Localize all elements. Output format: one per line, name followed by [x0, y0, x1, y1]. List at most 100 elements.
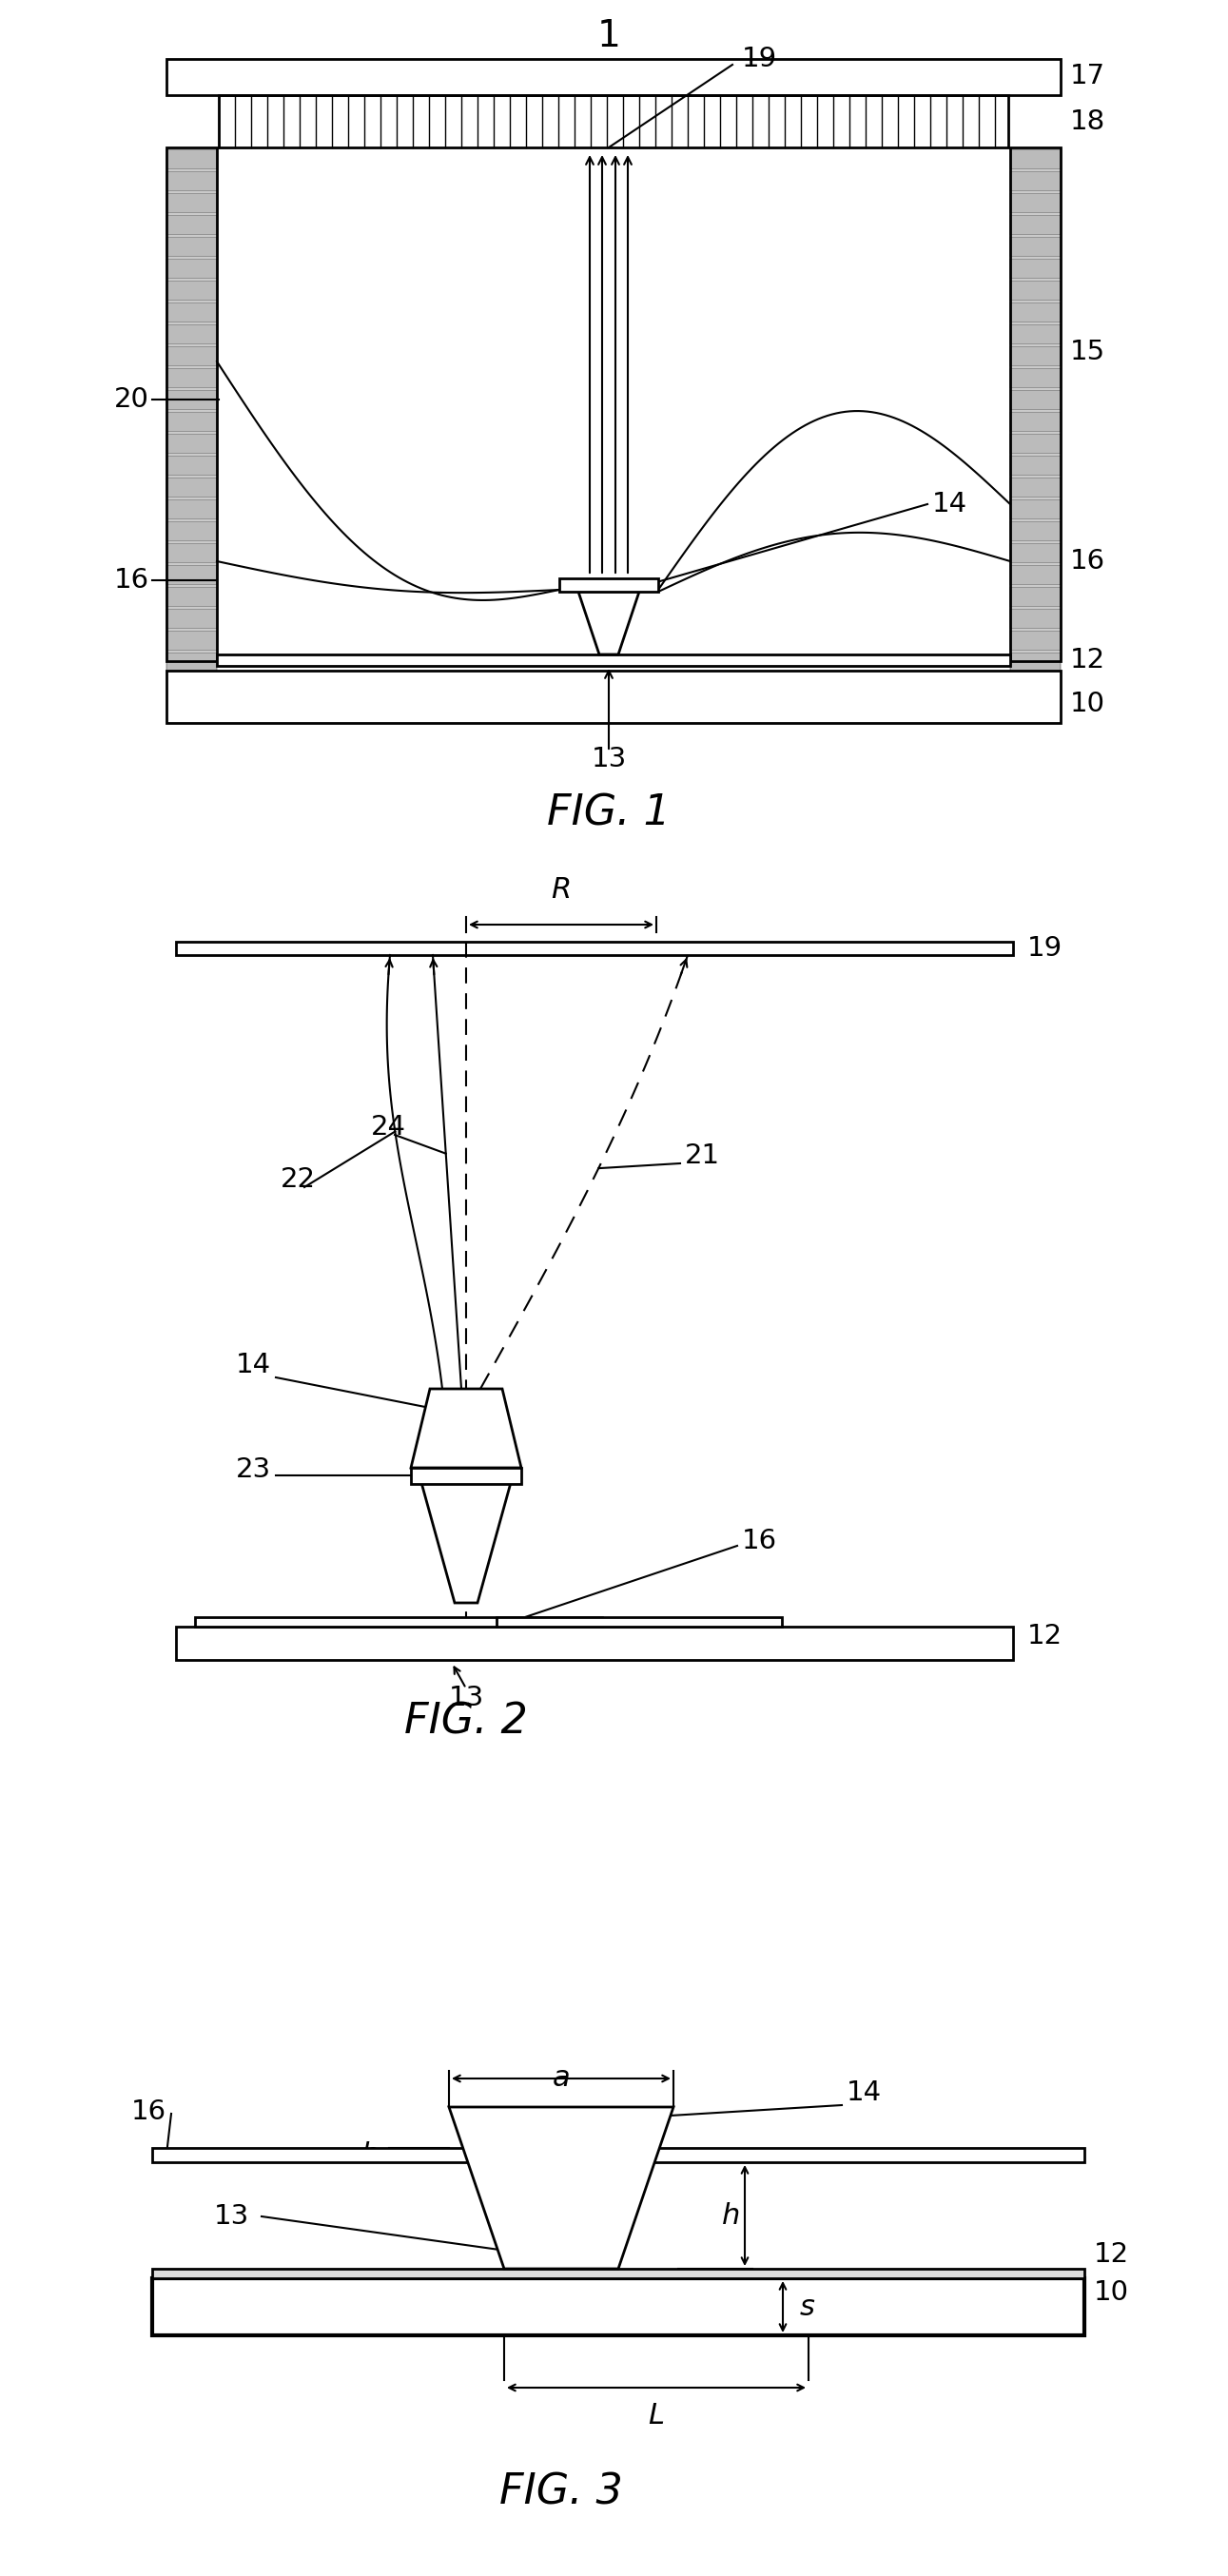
Bar: [1011, 214, 1061, 234]
Text: b: b: [361, 2141, 379, 2169]
Text: 22: 22: [281, 1167, 316, 1193]
Text: 14: 14: [846, 2079, 882, 2107]
Bar: [411, 1468, 521, 1484]
Bar: [1011, 325, 1061, 345]
Bar: [1011, 149, 1061, 170]
Text: 14: 14: [932, 492, 968, 518]
Bar: [152, 2269, 1084, 2277]
Bar: [1011, 608, 1061, 629]
Text: 16: 16: [1070, 549, 1105, 574]
Text: 13: 13: [448, 1685, 484, 1710]
Text: s: s: [799, 2293, 815, 2321]
Text: 21: 21: [685, 1144, 720, 1170]
Bar: [167, 214, 217, 234]
Bar: [176, 1625, 1013, 1659]
Bar: [167, 147, 217, 662]
Bar: [167, 477, 217, 497]
Text: h: h: [722, 2202, 740, 2228]
Bar: [1011, 281, 1061, 301]
Bar: [152, 2148, 1084, 2161]
Bar: [167, 59, 1061, 95]
Bar: [167, 433, 217, 453]
Bar: [167, 670, 1061, 724]
Text: 10: 10: [1070, 690, 1105, 716]
Text: 16: 16: [742, 1528, 777, 1553]
Bar: [1011, 500, 1061, 520]
Bar: [1011, 147, 1061, 662]
Bar: [1011, 544, 1061, 564]
Bar: [167, 412, 217, 433]
Text: _: _: [602, 36, 615, 62]
Bar: [1011, 652, 1061, 672]
Bar: [217, 654, 1011, 665]
Text: FIG. 3: FIG. 3: [500, 2473, 623, 2512]
Bar: [167, 345, 217, 366]
Bar: [195, 1618, 602, 1625]
Bar: [1011, 412, 1061, 433]
Text: 10: 10: [1094, 2280, 1129, 2306]
Text: 13: 13: [214, 2202, 249, 2231]
Text: 19: 19: [1028, 935, 1062, 961]
Bar: [167, 193, 217, 214]
Text: 13: 13: [591, 747, 626, 773]
Text: 16: 16: [131, 2099, 167, 2125]
Bar: [167, 500, 217, 520]
Text: 15: 15: [1070, 337, 1105, 366]
Bar: [1011, 564, 1061, 585]
Bar: [167, 456, 217, 477]
Bar: [167, 587, 217, 608]
Bar: [1011, 368, 1061, 389]
Bar: [219, 95, 1008, 147]
Polygon shape: [449, 2107, 673, 2269]
Text: FIG. 2: FIG. 2: [404, 1700, 528, 1741]
Bar: [1011, 433, 1061, 453]
Bar: [167, 237, 217, 258]
Bar: [167, 301, 217, 322]
Bar: [1011, 237, 1061, 258]
Text: 19: 19: [742, 46, 777, 72]
Text: FIG. 1: FIG. 1: [546, 793, 670, 835]
Polygon shape: [578, 592, 640, 654]
Polygon shape: [420, 1479, 512, 1602]
Bar: [167, 258, 217, 278]
Bar: [167, 149, 217, 170]
Bar: [1011, 301, 1061, 322]
Bar: [559, 580, 658, 592]
Bar: [167, 564, 217, 585]
Text: 16: 16: [114, 567, 149, 592]
Text: 20: 20: [114, 386, 149, 412]
Text: 12: 12: [1028, 1623, 1062, 1649]
Text: 12: 12: [1094, 2241, 1130, 2267]
Bar: [1011, 520, 1061, 541]
Bar: [176, 943, 1013, 956]
Text: 12: 12: [1070, 647, 1105, 672]
Bar: [167, 652, 217, 672]
Bar: [1011, 587, 1061, 608]
Bar: [167, 368, 217, 389]
Text: 24: 24: [371, 1113, 406, 1141]
Bar: [496, 1618, 782, 1625]
Bar: [1011, 456, 1061, 477]
Text: 1: 1: [597, 18, 620, 54]
Bar: [167, 389, 217, 410]
Bar: [152, 2277, 1084, 2336]
Text: 18: 18: [1070, 108, 1105, 134]
Bar: [167, 325, 217, 345]
Text: 17: 17: [1070, 62, 1105, 90]
Bar: [1011, 389, 1061, 410]
Bar: [1011, 477, 1061, 497]
Bar: [1011, 631, 1061, 652]
Bar: [167, 281, 217, 301]
Bar: [1011, 193, 1061, 214]
Text: 14: 14: [236, 1352, 271, 1378]
Polygon shape: [411, 1388, 521, 1468]
Text: R: R: [551, 876, 571, 904]
Bar: [1011, 258, 1061, 278]
Bar: [1011, 170, 1061, 191]
Bar: [1011, 345, 1061, 366]
Text: 23: 23: [236, 1455, 271, 1484]
Bar: [167, 544, 217, 564]
Bar: [167, 608, 217, 629]
Bar: [167, 170, 217, 191]
Bar: [167, 631, 217, 652]
